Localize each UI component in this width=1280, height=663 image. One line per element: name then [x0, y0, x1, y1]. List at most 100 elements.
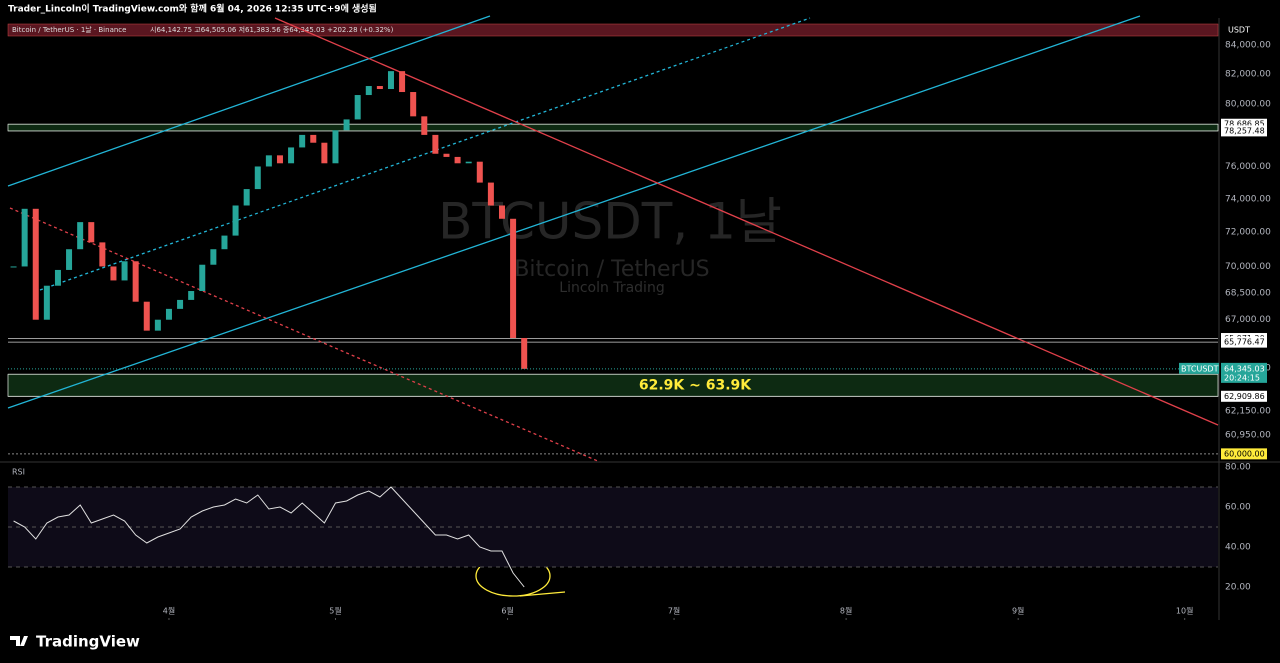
- y-tick-label: 74,000.00: [1225, 194, 1271, 204]
- ohlc: 시64,142.75 고64,505.06 저61,383.56 종64,345…: [150, 25, 394, 34]
- candle: [10, 266, 17, 268]
- symbol: Bitcoin / TetherUS · 1날 · Binance: [12, 25, 126, 34]
- watermark-title: BTCUSDT, 1날: [438, 193, 782, 251]
- x-tick-label: 6월: [501, 606, 513, 616]
- candle: [21, 208, 28, 267]
- candle: [77, 222, 84, 250]
- zone: [7, 123, 1219, 132]
- y-tick-label: 80,000.00: [1225, 100, 1271, 110]
- x-tick-label: 10월: [1176, 606, 1194, 616]
- watermark-author: Lincoln Trading: [559, 280, 664, 296]
- zone-label: 62.9K ~ 63.9K: [639, 377, 752, 393]
- candle: [210, 249, 217, 265]
- candle: [376, 86, 383, 90]
- price-tag-label: 78,686.85: [1224, 120, 1265, 129]
- candle: [177, 299, 184, 309]
- price-tag: [1221, 118, 1267, 130]
- x-tick-label: 8월: [840, 606, 852, 616]
- candle: [143, 301, 150, 331]
- watermark: BTCUSDT, 1날 Bitcoin / TetherUS Lincoln T…: [438, 193, 782, 297]
- y-tick-label: 82,000.00: [1225, 70, 1271, 80]
- candle: [265, 155, 272, 167]
- y-tick-label: 68,500.00: [1225, 288, 1271, 298]
- alert-tag: [1221, 448, 1267, 460]
- highlight-tail: [519, 591, 566, 597]
- candle: [399, 71, 406, 93]
- price-tag-label: 65,776.47: [1224, 338, 1265, 347]
- candle: [354, 95, 361, 120]
- candle: [232, 205, 239, 236]
- down-trend: [274, 17, 1219, 426]
- rsi-line: [13, 486, 525, 588]
- symbol-tag: [1179, 362, 1219, 374]
- channel-line: [7, 15, 1141, 409]
- candle: [365, 86, 372, 96]
- footer: [0, 620, 1280, 663]
- price-tag-label: 62,909.86: [1224, 392, 1265, 401]
- candle: [321, 142, 328, 164]
- y-tick-label: 70,000.00: [1225, 262, 1271, 272]
- symbol-tag-label: BTCUSDT: [1181, 364, 1219, 373]
- candle: [476, 161, 483, 183]
- candle: [299, 134, 306, 148]
- rsi-title: RSI: [12, 468, 25, 477]
- candle: [521, 337, 528, 369]
- candle: [410, 92, 417, 117]
- x-tick-label: 4월: [163, 606, 175, 616]
- rsi-band: [8, 487, 1218, 567]
- y-tick-label: 80.00: [1225, 463, 1251, 473]
- brand: TradingView: [36, 633, 140, 651]
- candle: [387, 71, 394, 90]
- candle: [99, 242, 106, 267]
- currency: USDT: [1228, 26, 1250, 35]
- x-tick-label: 7월: [668, 606, 680, 616]
- y-tick-label: 60,950.00: [1225, 430, 1271, 440]
- candle: [443, 153, 450, 157]
- candle: [221, 235, 228, 250]
- candle: [188, 291, 195, 300]
- watermark-subtitle: Bitcoin / TetherUS: [514, 257, 709, 282]
- channel-mid: [39, 17, 811, 291]
- candle: [88, 222, 95, 243]
- candle: [199, 264, 206, 292]
- candle: [54, 269, 61, 286]
- y-tick-label: 20.00: [1225, 583, 1251, 593]
- y-tick-label: 72,000.00: [1225, 228, 1271, 238]
- candle: [454, 156, 461, 164]
- y-tick-label: 84,000.00: [1225, 40, 1271, 50]
- candle: [132, 261, 139, 302]
- candle: [121, 261, 128, 281]
- candle: [110, 266, 117, 281]
- logo-mark: [10, 636, 28, 646]
- candle: [32, 208, 39, 320]
- candle: [243, 189, 250, 206]
- price-tag: [1221, 390, 1267, 402]
- y-tick-label: 62,150.00: [1225, 407, 1271, 417]
- candle: [332, 130, 339, 164]
- candle: [487, 182, 494, 206]
- y-tick-label: 60.00: [1225, 503, 1251, 513]
- candle: [421, 116, 428, 135]
- candle: [154, 319, 161, 331]
- candle: [276, 155, 283, 164]
- alert-tag-label: 60,000.00: [1224, 449, 1265, 458]
- last-price-tag: [1221, 362, 1267, 383]
- candle: [310, 134, 317, 143]
- y-tick-label: 67,000.00: [1225, 315, 1271, 325]
- candle: [66, 249, 73, 270]
- candle: [343, 119, 350, 131]
- trend-lines: [7, 15, 1219, 463]
- caption: Trader_Lincoln이 TradingView.com와 함께 6월 0…: [8, 3, 377, 15]
- candle: [165, 308, 172, 320]
- candle: [465, 161, 472, 164]
- candle: [498, 205, 505, 219]
- candle: [254, 166, 261, 190]
- candle: [510, 218, 517, 338]
- channel-line: [7, 15, 491, 187]
- zone: [7, 373, 1219, 397]
- x-tick-label: 5월: [329, 606, 341, 616]
- x-tick-label: 9월: [1012, 606, 1024, 616]
- y-tick-label: 40.00: [1225, 543, 1251, 553]
